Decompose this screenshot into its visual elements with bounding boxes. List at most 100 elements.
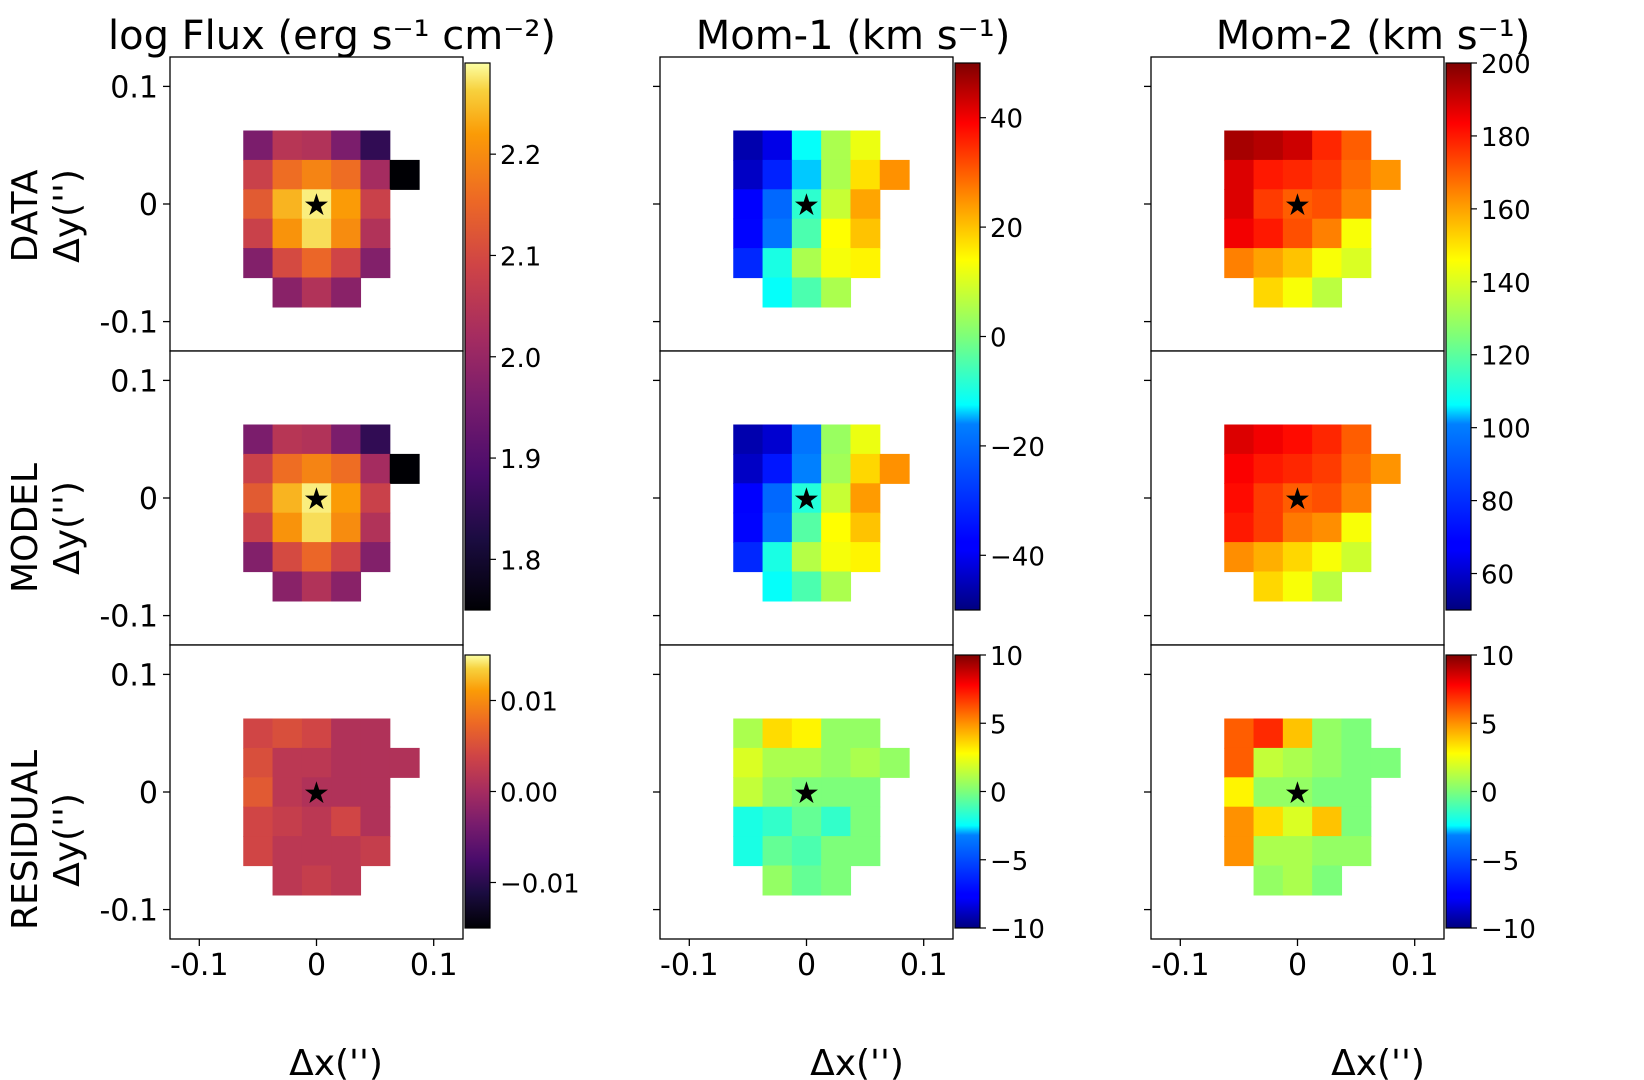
heatmap-cell	[243, 777, 274, 808]
y-tick-label: -0.1	[99, 306, 158, 341]
heatmap-cell	[1312, 836, 1343, 867]
row-label-residual-group: RESIDUAL Δy('')	[5, 750, 88, 930]
heatmap-cell	[1224, 189, 1255, 220]
heatmap-cell	[791, 512, 822, 543]
panel-flux-model: ★ -0.1 0 0.1	[99, 350, 464, 646]
heatmap-cell	[1224, 718, 1255, 749]
colorbar-tick-label: 40	[990, 105, 1023, 135]
colorbar-mom2-res: −10 −5 0 5 10	[1445, 642, 1536, 945]
colorbar-tick-label: 0	[1481, 779, 1498, 809]
heatmap-cell	[243, 542, 274, 573]
heatmap-cell	[1253, 718, 1284, 749]
heatmap-cell	[301, 159, 332, 190]
colorbar-flux-res: −0.01 0.00 0.01	[464, 654, 580, 929]
heatmap-cell	[1282, 277, 1313, 308]
heatmap-cell	[1312, 424, 1343, 455]
heatmap-cell	[1341, 483, 1372, 514]
heatmap-cell	[1224, 542, 1255, 573]
heatmap-cell	[821, 747, 852, 778]
heatmap-cell	[360, 218, 391, 249]
heatmap-cell	[850, 512, 881, 543]
heatmap-cell	[272, 189, 303, 220]
heatmap-cell	[733, 159, 764, 190]
heatmap-cell	[1282, 189, 1313, 220]
heatmap-cell	[331, 453, 362, 484]
heatmap-cell	[791, 483, 822, 514]
colorbar-tick-label: −10	[1481, 915, 1536, 945]
colorbar-tick-label: −5	[990, 847, 1028, 877]
heatmap-cell	[331, 747, 362, 778]
heatmap-cell	[850, 159, 881, 190]
heatmap-cell	[1224, 248, 1255, 279]
heatmap-cell	[1224, 747, 1255, 778]
heatmap-cell	[879, 747, 910, 778]
heatmap-cell	[360, 542, 391, 573]
heatmap-cell	[1224, 159, 1255, 190]
heatmap-cell	[733, 836, 764, 867]
heatmap-cell	[821, 483, 852, 514]
heatmap-cell	[1282, 483, 1313, 514]
colorbar-tick-label: 2.0	[500, 344, 541, 374]
heatmap-cell	[1312, 159, 1343, 190]
heatmap-cell	[1312, 189, 1343, 220]
heatmap-cell	[850, 542, 881, 573]
heatmap-cell	[389, 159, 420, 190]
xlabel-flux: Δx('')	[289, 1043, 383, 1080]
heatmap-cell	[243, 189, 274, 220]
heatmap-cell	[733, 218, 764, 249]
row-label-data-group: DATA Δy('')	[5, 169, 88, 263]
heatmap-cell	[1341, 747, 1372, 778]
heatmap-cell	[272, 512, 303, 543]
heatmap-cell	[821, 189, 852, 220]
heatmap-cell	[272, 571, 303, 602]
heatmap-cell	[791, 571, 822, 602]
heatmap-cell	[850, 424, 881, 455]
heatmap-cell	[850, 248, 881, 279]
colorbar-tick-label: 1.9	[500, 445, 541, 475]
heatmap-cell	[850, 806, 881, 837]
heatmap-cell	[1224, 777, 1255, 808]
heatmap-cell	[1312, 777, 1343, 808]
heatmap-cell	[301, 865, 332, 896]
heatmap-cell	[762, 542, 793, 573]
heatmap-cell	[791, 218, 822, 249]
heatmap-cell	[879, 453, 910, 484]
heatmap-cell	[1253, 836, 1284, 867]
heatmap-cell	[821, 571, 852, 602]
heatmap-cell	[762, 747, 793, 778]
heatmap-cell	[821, 777, 852, 808]
heatmap-cell	[360, 836, 391, 867]
colorbar-tick-label: −20	[990, 433, 1045, 463]
row-label-data: DATA	[5, 169, 46, 262]
heatmap-cell	[1341, 248, 1372, 279]
heatmap-cell	[1253, 277, 1284, 308]
heatmap-cell	[243, 512, 274, 543]
heatmap-cell	[301, 483, 332, 514]
heatmap-cell	[360, 453, 391, 484]
heatmap-cell	[301, 747, 332, 778]
heatmap-cell	[272, 277, 303, 308]
heatmap-cell	[1282, 542, 1313, 573]
heatmap-cell	[762, 806, 793, 837]
heatmap-cell	[389, 453, 420, 484]
heatmap-cell	[791, 453, 822, 484]
heatmap-cell	[762, 483, 793, 514]
heatmap-cell	[1370, 747, 1401, 778]
heatmap-cell	[733, 777, 764, 808]
heatmap-cell	[850, 747, 881, 778]
star-marker-icon: ★	[1284, 776, 1311, 811]
heatmap-cell	[850, 130, 881, 161]
heatmap-cell	[1253, 571, 1284, 602]
heatmap-cell	[1253, 512, 1284, 543]
heatmap-cell	[243, 718, 274, 749]
heatmap-cell	[762, 159, 793, 190]
heatmap-cell	[1370, 453, 1401, 484]
heatmap-cell	[331, 189, 362, 220]
heatmap-cell	[1312, 483, 1343, 514]
heatmap-cell	[879, 159, 910, 190]
panel-mom2-res: ★ -0.1 0 0.1	[1144, 644, 1445, 983]
heatmap-cell	[1224, 512, 1255, 543]
heatmap-cell	[1341, 424, 1372, 455]
heatmap-cell	[762, 130, 793, 161]
heatmap-cell	[1312, 453, 1343, 484]
